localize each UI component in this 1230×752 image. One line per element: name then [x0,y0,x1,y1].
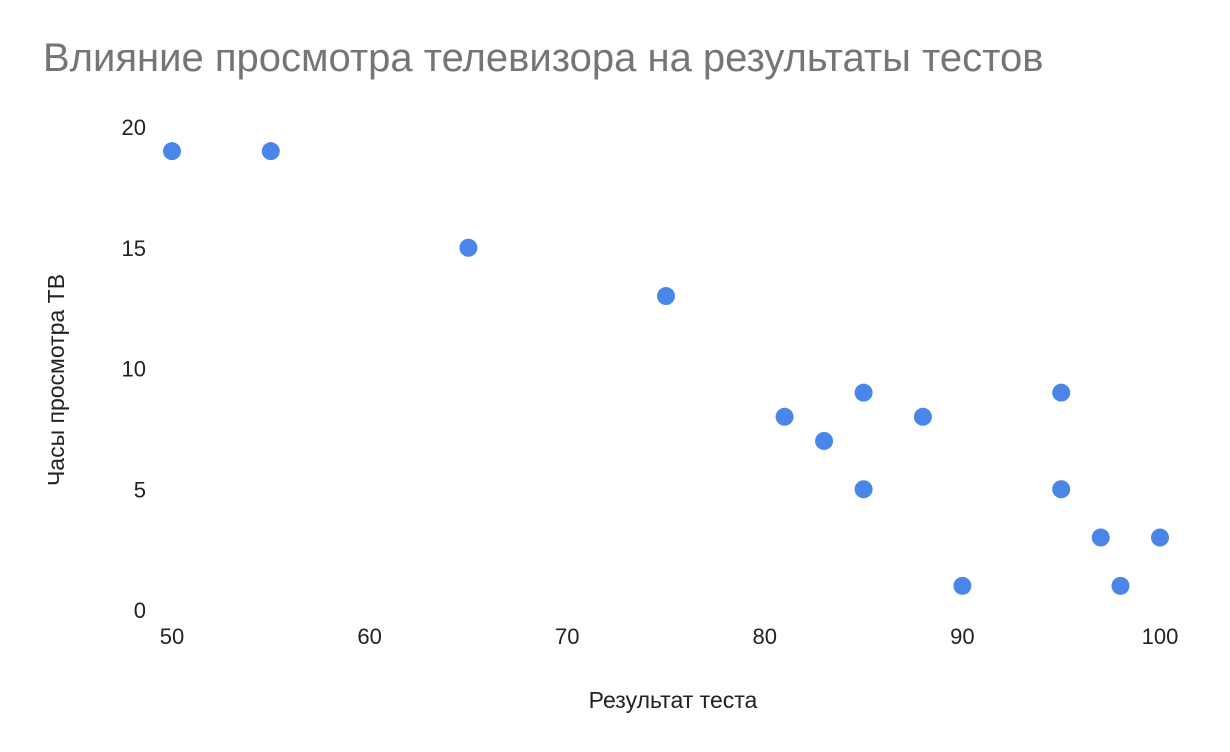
y-axis-ticks: 0 5 10 15 20 [122,115,146,623]
data-point [1091,528,1110,547]
chart-title: Влияние просмотра телевизора на результа… [43,36,1044,80]
y-tick-label: 5 [134,477,146,502]
x-tick-label: 80 [753,624,777,649]
data-points [163,142,1169,595]
x-axis-label: Результат теста [589,687,758,713]
data-point [775,407,794,426]
data-point [163,142,181,161]
data-point [854,383,873,402]
data-point [815,431,834,450]
data-point [657,287,675,306]
y-tick-label: 10 [122,357,146,382]
x-tick-label: 60 [357,624,381,649]
data-point [1151,528,1169,547]
x-tick-label: 50 [160,624,184,649]
y-tick-label: 20 [122,115,146,140]
x-tick-label: 100 [1142,624,1179,649]
y-tick-label: 0 [134,598,146,623]
data-point [459,238,478,257]
y-axis-label: Часы просмотра ТВ [43,274,69,486]
data-point [1052,480,1071,499]
data-point [1111,576,1130,595]
data-point [953,576,972,595]
data-point [913,407,932,426]
data-point [1052,383,1071,402]
y-tick-label: 15 [122,236,146,261]
data-point [261,142,280,161]
x-axis-ticks: 50 60 70 80 90 100 [160,624,1179,649]
data-point [854,480,873,499]
x-tick-label: 90 [950,624,974,649]
x-tick-label: 70 [555,624,579,649]
